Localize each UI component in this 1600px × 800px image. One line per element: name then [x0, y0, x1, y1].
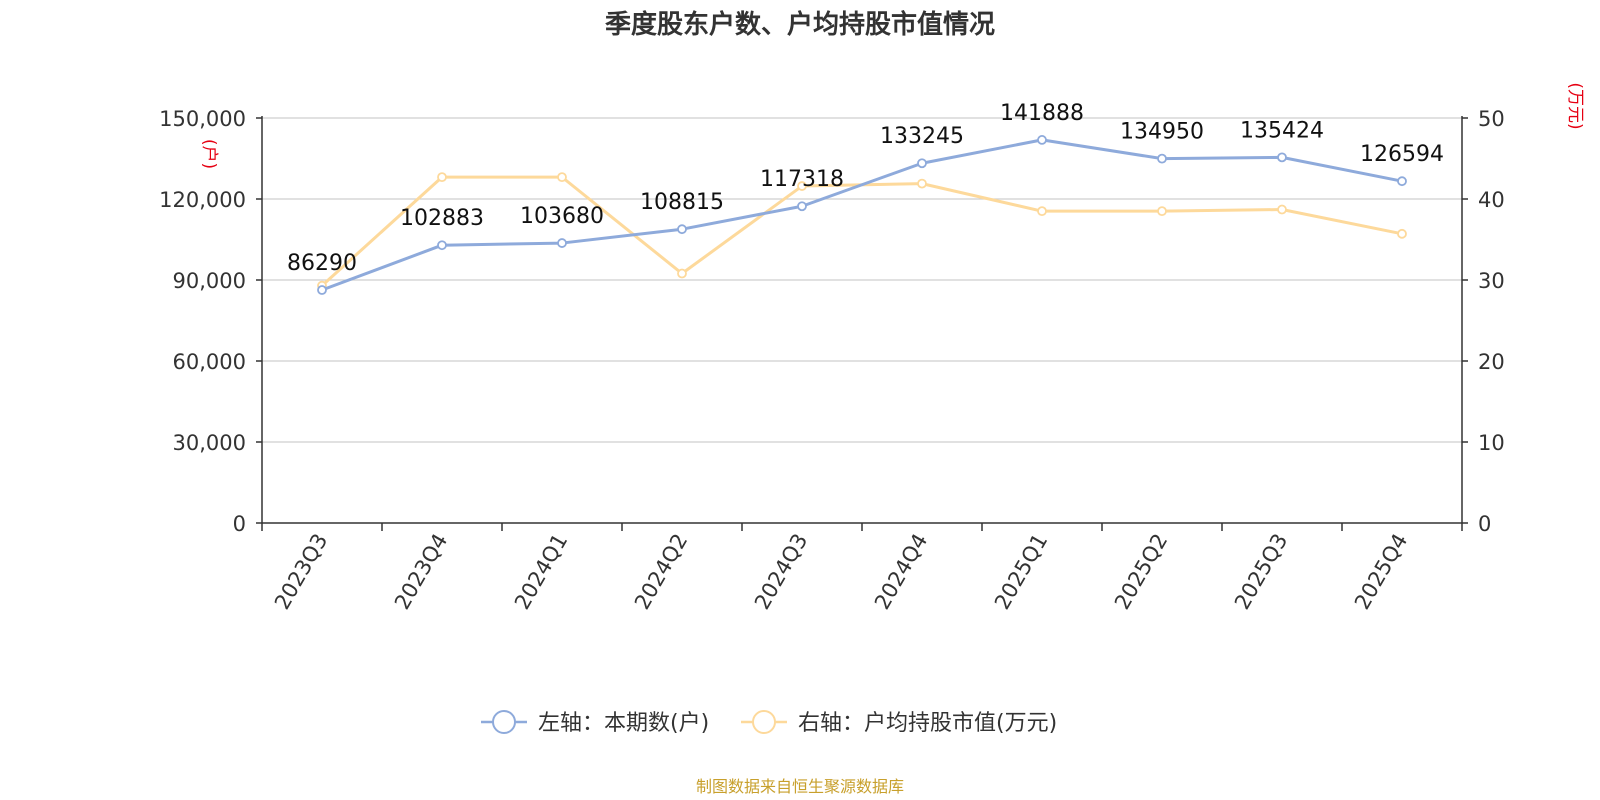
data-point-left	[677, 224, 687, 235]
left-tick-label: 30,000	[173, 431, 246, 455]
data-label: 86290	[287, 251, 357, 276]
x-tick-label: 2025Q2	[1110, 530, 1172, 614]
x-tick-label: 2024Q3	[750, 530, 812, 614]
series-line-right	[320, 175, 1403, 287]
data-label: 135424	[1240, 118, 1324, 143]
right-tick-label: 0	[1478, 512, 1491, 536]
legend-item-market-value[interactable]: 右轴：户均持股市值(万元)	[741, 710, 1057, 736]
data-label: 126594	[1360, 142, 1444, 167]
data-label: 102883	[400, 206, 484, 231]
right-tick-label: 30	[1478, 269, 1505, 293]
data-point-left	[557, 238, 567, 248]
data-labels: 86290 102883 103680 108815 117318 133245 14188…	[287, 101, 1444, 276]
data-point-left	[437, 240, 447, 251]
legend-label: 右轴：户均持股市值(万元)	[798, 711, 1057, 736]
data-point-right	[677, 268, 687, 279]
chart-title: 季度股东户数、户均持股市值情况	[605, 9, 995, 40]
right-tick-label: 40	[1478, 188, 1505, 212]
data-label: 103680	[520, 204, 604, 229]
data-point-left	[797, 201, 807, 212]
x-tick-label: 2025Q1	[990, 530, 1052, 614]
data-point-right	[1397, 228, 1407, 239]
x-tick-label: 2025Q4	[1350, 530, 1412, 614]
right-tick-label: 10	[1478, 431, 1505, 455]
source-note: 制图数据来自恒生聚源数据库	[696, 777, 904, 796]
legend-circle-icon	[492, 710, 516, 734]
left-tick-label: 0	[233, 512, 246, 536]
legend-label: 左轴：本期数(户)	[538, 711, 709, 736]
left-tick-label: 60,000	[173, 350, 246, 374]
series-line-left	[321, 138, 1403, 292]
data-point-left	[917, 158, 927, 169]
data-label: 133245	[880, 124, 964, 149]
x-tick-label: 2024Q1	[510, 530, 572, 614]
left-tick-label: 150,000	[159, 107, 246, 131]
x-tick-label: 2023Q3	[270, 530, 332, 614]
data-label: 134950	[1120, 120, 1204, 145]
left-tick-label: 120,000	[159, 188, 246, 212]
data-point-right	[437, 172, 447, 183]
data-point-left	[1037, 135, 1047, 145]
data-point-right	[557, 172, 567, 183]
data-point-left	[1397, 176, 1407, 187]
data-point-left	[317, 285, 327, 295]
data-point-right	[1277, 204, 1287, 215]
data-label: 117318	[760, 167, 844, 192]
left-tick-label: 90,000	[173, 269, 246, 293]
data-point-right	[1037, 206, 1047, 217]
right-axis-unit: (万元)	[1565, 82, 1585, 129]
left-axis-unit: (户)	[199, 139, 219, 169]
data-label: 141888	[1000, 101, 1084, 126]
right-tick-label: 50	[1478, 107, 1505, 131]
data-point-right	[917, 178, 927, 189]
series-lines	[317, 135, 1407, 295]
right-tick-label: 20	[1478, 350, 1505, 374]
data-point-right	[1157, 206, 1167, 217]
x-tick-label: 2024Q2	[630, 530, 692, 614]
x-tick-label: 2025Q3	[1230, 530, 1292, 614]
x-tick-label: 2024Q4	[870, 530, 932, 614]
legend-item-households[interactable]: 左轴：本期数(户)	[481, 710, 709, 736]
legend[interactable]: 左轴：本期数(户) 右轴：户均持股市值(万元)	[481, 710, 1057, 736]
grid-lines	[262, 117, 1462, 443]
data-point-left	[1277, 152, 1287, 163]
data-label: 108815	[640, 190, 724, 215]
x-tick-label: 2023Q4	[390, 530, 452, 614]
legend-circle-icon	[752, 710, 776, 734]
data-point-left	[1157, 153, 1167, 164]
data-point-right	[797, 181, 807, 191]
